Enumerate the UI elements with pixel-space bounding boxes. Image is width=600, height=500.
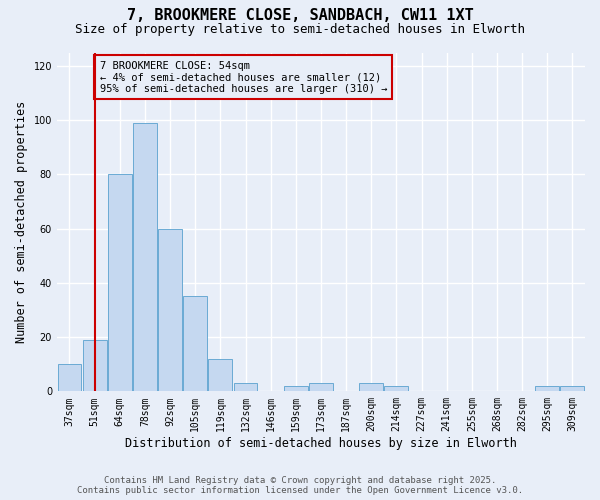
Y-axis label: Number of semi-detached properties: Number of semi-detached properties [15,101,28,343]
Bar [83,340,107,392]
Bar [284,386,308,392]
Bar [158,228,182,392]
Bar [133,123,157,392]
Bar [208,359,232,392]
Bar [359,383,383,392]
Text: Contains HM Land Registry data © Crown copyright and database right 2025.
Contai: Contains HM Land Registry data © Crown c… [77,476,523,495]
Bar [233,383,257,392]
Bar [560,386,584,392]
Bar [183,296,207,392]
X-axis label: Distribution of semi-detached houses by size in Elworth: Distribution of semi-detached houses by … [125,437,517,450]
Bar [535,386,559,392]
Bar [385,386,409,392]
Bar [58,364,82,392]
Text: Size of property relative to semi-detached houses in Elworth: Size of property relative to semi-detach… [75,22,525,36]
Text: 7, BROOKMERE CLOSE, SANDBACH, CW11 1XT: 7, BROOKMERE CLOSE, SANDBACH, CW11 1XT [127,8,473,22]
Bar [309,383,333,392]
Bar [108,174,132,392]
Text: 7 BROOKMERE CLOSE: 54sqm
← 4% of semi-detached houses are smaller (12)
95% of se: 7 BROOKMERE CLOSE: 54sqm ← 4% of semi-de… [100,60,387,94]
